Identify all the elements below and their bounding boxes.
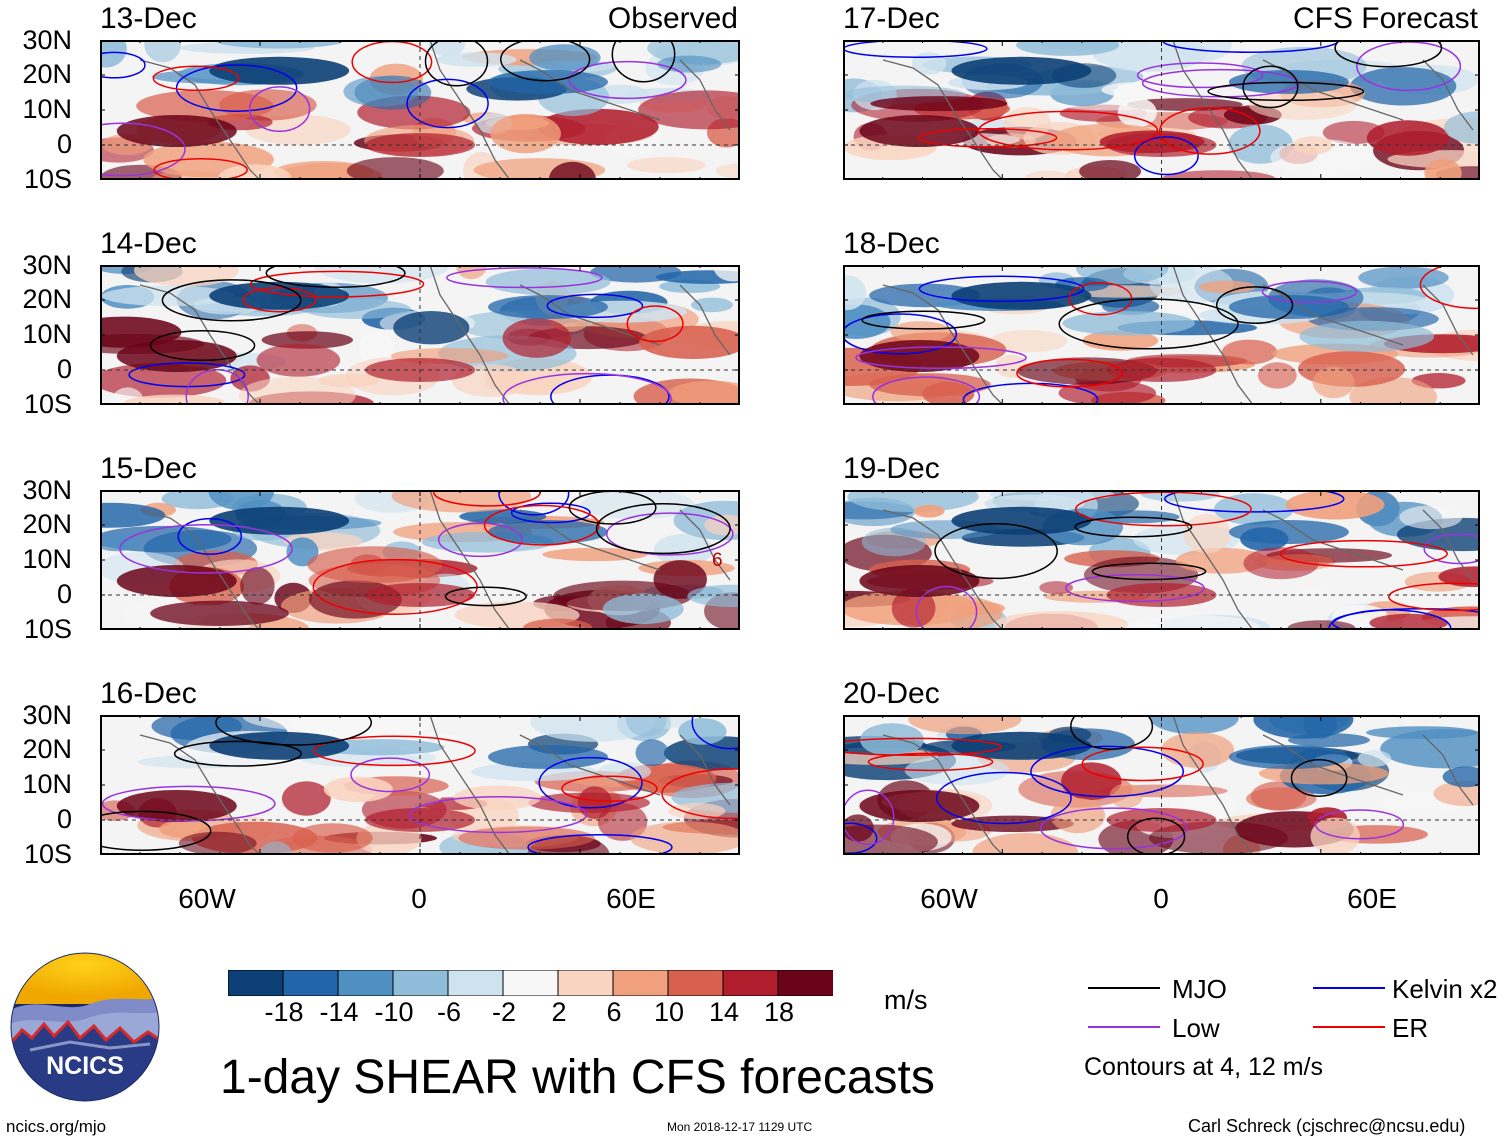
colorbar-tick-label: 6	[606, 997, 622, 1027]
panel-date-1: 14-Dec	[100, 227, 197, 260]
colorbar-tick-label: 2	[551, 997, 567, 1027]
lat-label: 0	[56, 129, 72, 159]
shear-map	[100, 40, 740, 180]
legend-label-mjo: MJO	[1172, 974, 1227, 1004]
lat-label: 10N	[22, 544, 72, 574]
lon-label: 60E	[1347, 883, 1397, 914]
panel-date-3: 16-Dec	[100, 677, 197, 710]
colorbar-tick-label: -14	[319, 997, 359, 1027]
lon-label: 60W	[178, 883, 236, 914]
lat-label: 10S	[23, 164, 72, 194]
forecast-label: CFS Forecast	[1292, 2, 1478, 35]
lat-label: 30N	[22, 475, 72, 505]
legend-line-kelvin	[1313, 987, 1385, 989]
lat-label: 30N	[22, 25, 72, 55]
lat-label: 20N	[22, 59, 72, 89]
lat-label: 10N	[22, 319, 72, 349]
legend-label-er: ER	[1392, 1013, 1429, 1043]
panel-1	[100, 265, 740, 405]
contour-annotation: 6	[712, 550, 723, 571]
colorbar-bin	[337, 969, 394, 997]
lon-label: 0	[411, 883, 427, 914]
colorbar-tick-label: -18	[264, 997, 304, 1027]
colorbar-tick-label: 10	[653, 997, 685, 1027]
panel-6	[843, 490, 1480, 630]
lat-label: 10S	[23, 614, 72, 644]
colorbar-tick-label: -6	[436, 997, 461, 1027]
footer-author: Carl Schreck (cjschrec@ncsu.edu)	[1188, 1116, 1466, 1136]
colorbar-bin	[392, 969, 449, 997]
observed-label: Observed	[607, 2, 738, 35]
panel-0	[100, 40, 740, 180]
colorbar-tick-label: 18	[763, 997, 795, 1027]
colorbar-bin	[667, 969, 724, 997]
colorbar-bin	[282, 969, 339, 997]
shear-map	[843, 490, 1480, 630]
lat-label: 0	[56, 354, 72, 384]
shear-map	[843, 715, 1480, 855]
panel-date-0: 13-Dec	[100, 2, 197, 35]
lat-label: 10S	[23, 839, 72, 869]
shear-map	[100, 715, 740, 855]
shear-map	[843, 40, 1480, 180]
ncics-logo: NCICS	[10, 952, 160, 1102]
lon-label: 60W	[920, 883, 978, 914]
panel-date-5: 18-Dec	[843, 227, 940, 260]
colorbar-bin	[502, 969, 559, 997]
lat-label: 20N	[22, 734, 72, 764]
colorbar-bin	[777, 969, 834, 997]
contours-note: Contours at 4, 12 m/s	[1084, 1053, 1324, 1081]
lon-label: 60E	[606, 883, 656, 914]
legend-line-er	[1313, 1026, 1385, 1028]
panel-date-2: 15-Dec	[100, 452, 197, 485]
figure-title: 1-day SHEAR with CFS forecasts	[220, 1051, 935, 1104]
units-label: m/s	[884, 985, 928, 1015]
shear-map	[843, 265, 1480, 405]
shear-map	[100, 265, 740, 405]
lat-label: 10S	[23, 389, 72, 419]
legend-line-low	[1088, 1026, 1160, 1028]
colorbar	[227, 969, 834, 997]
colorbar-tick-label: 14	[708, 997, 740, 1027]
legend-line-mjo	[1088, 987, 1160, 989]
panel-4	[843, 40, 1480, 180]
lat-label: 0	[56, 804, 72, 834]
panel-5	[843, 265, 1480, 405]
footer-url[interactable]: ncics.org/mjo	[6, 1117, 107, 1136]
colorbar-tick-label: -10	[374, 997, 414, 1027]
legend-label-low: Low	[1172, 1013, 1220, 1043]
colorbar-bin	[557, 969, 614, 997]
lat-label: 30N	[22, 700, 72, 730]
lat-label: 20N	[22, 284, 72, 314]
footer-timestamp: Mon 2018-12-17 1129 UTC	[667, 1120, 813, 1134]
colorbar-tick-label: -2	[491, 997, 516, 1027]
colorbar-bin	[612, 969, 669, 997]
panel-2	[100, 490, 740, 630]
shear-map	[100, 490, 740, 630]
panel-3	[100, 715, 740, 855]
lat-label: 10N	[22, 769, 72, 799]
lat-label: 20N	[22, 509, 72, 539]
legend-label-kelvin: Kelvin x2	[1392, 974, 1498, 1004]
lat-label: 0	[56, 579, 72, 609]
colorbar-bin	[447, 969, 504, 997]
colorbar-bins	[227, 969, 834, 997]
panel-date-4: 17-Dec	[843, 2, 940, 35]
colorbar-bin	[227, 969, 284, 997]
panel-date-7: 20-Dec	[843, 677, 940, 710]
panel-7	[843, 715, 1480, 855]
lat-label: 30N	[22, 250, 72, 280]
logo-text: NCICS	[46, 1052, 124, 1080]
panel-date-6: 19-Dec	[843, 452, 940, 485]
colorbar-bin	[722, 969, 779, 997]
lon-label: 0	[1153, 883, 1169, 914]
lat-label: 10N	[22, 94, 72, 124]
